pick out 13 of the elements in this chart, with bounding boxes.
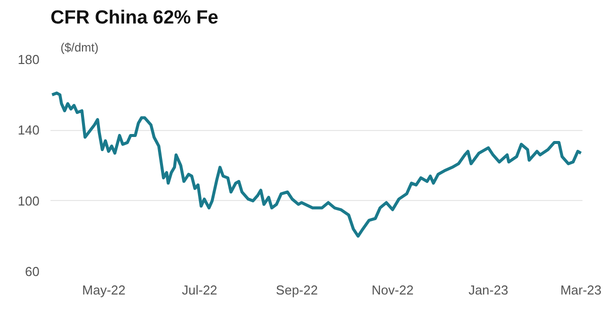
x-tick-label: Jan-23 xyxy=(468,282,508,298)
chart-title: CFR China 62% Fe xyxy=(50,8,218,28)
x-tick-label: Sep-22 xyxy=(276,282,318,298)
y-tick-label: 60 xyxy=(25,264,40,279)
y-axis-title: ($/dmt) xyxy=(60,40,99,54)
x-tick-label: Mar-23 xyxy=(560,282,602,298)
y-tick-label: 140 xyxy=(18,122,40,138)
y-tick-label: 180 xyxy=(18,52,40,67)
y-tick-label: 100 xyxy=(18,193,40,208)
x-tick-label: May-22 xyxy=(82,282,126,298)
line-series xyxy=(50,92,582,238)
x-tick-label: Jul-22 xyxy=(182,282,218,298)
x-tick-label: Nov-22 xyxy=(372,282,414,298)
